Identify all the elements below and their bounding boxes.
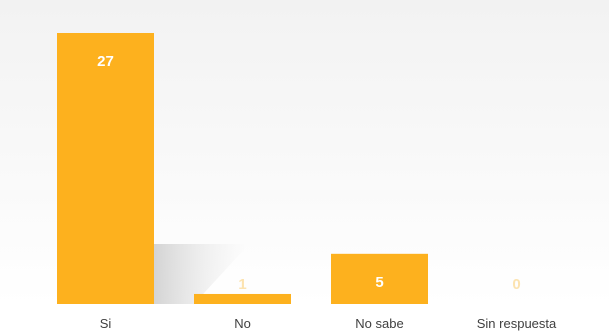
- data-label: 0: [512, 276, 520, 293]
- bar-no-sabe: [331, 253, 428, 304]
- bar-shadow: [154, 244, 249, 304]
- category-label: No: [234, 316, 251, 331]
- category-label: Sin respuesta: [477, 316, 557, 331]
- bars-layer: [57, 33, 428, 304]
- data-labels-layer: 27 1 5 0: [97, 53, 521, 293]
- category-labels-layer: Si No No sabe Sin respuesta: [100, 316, 557, 331]
- category-label: Si: [100, 316, 112, 331]
- bar-si: [57, 33, 154, 304]
- data-label: 27: [97, 53, 114, 70]
- bar-no: [194, 293, 291, 304]
- data-label: 1: [238, 276, 246, 293]
- category-label: No sabe: [355, 316, 403, 331]
- data-label: 5: [375, 274, 383, 291]
